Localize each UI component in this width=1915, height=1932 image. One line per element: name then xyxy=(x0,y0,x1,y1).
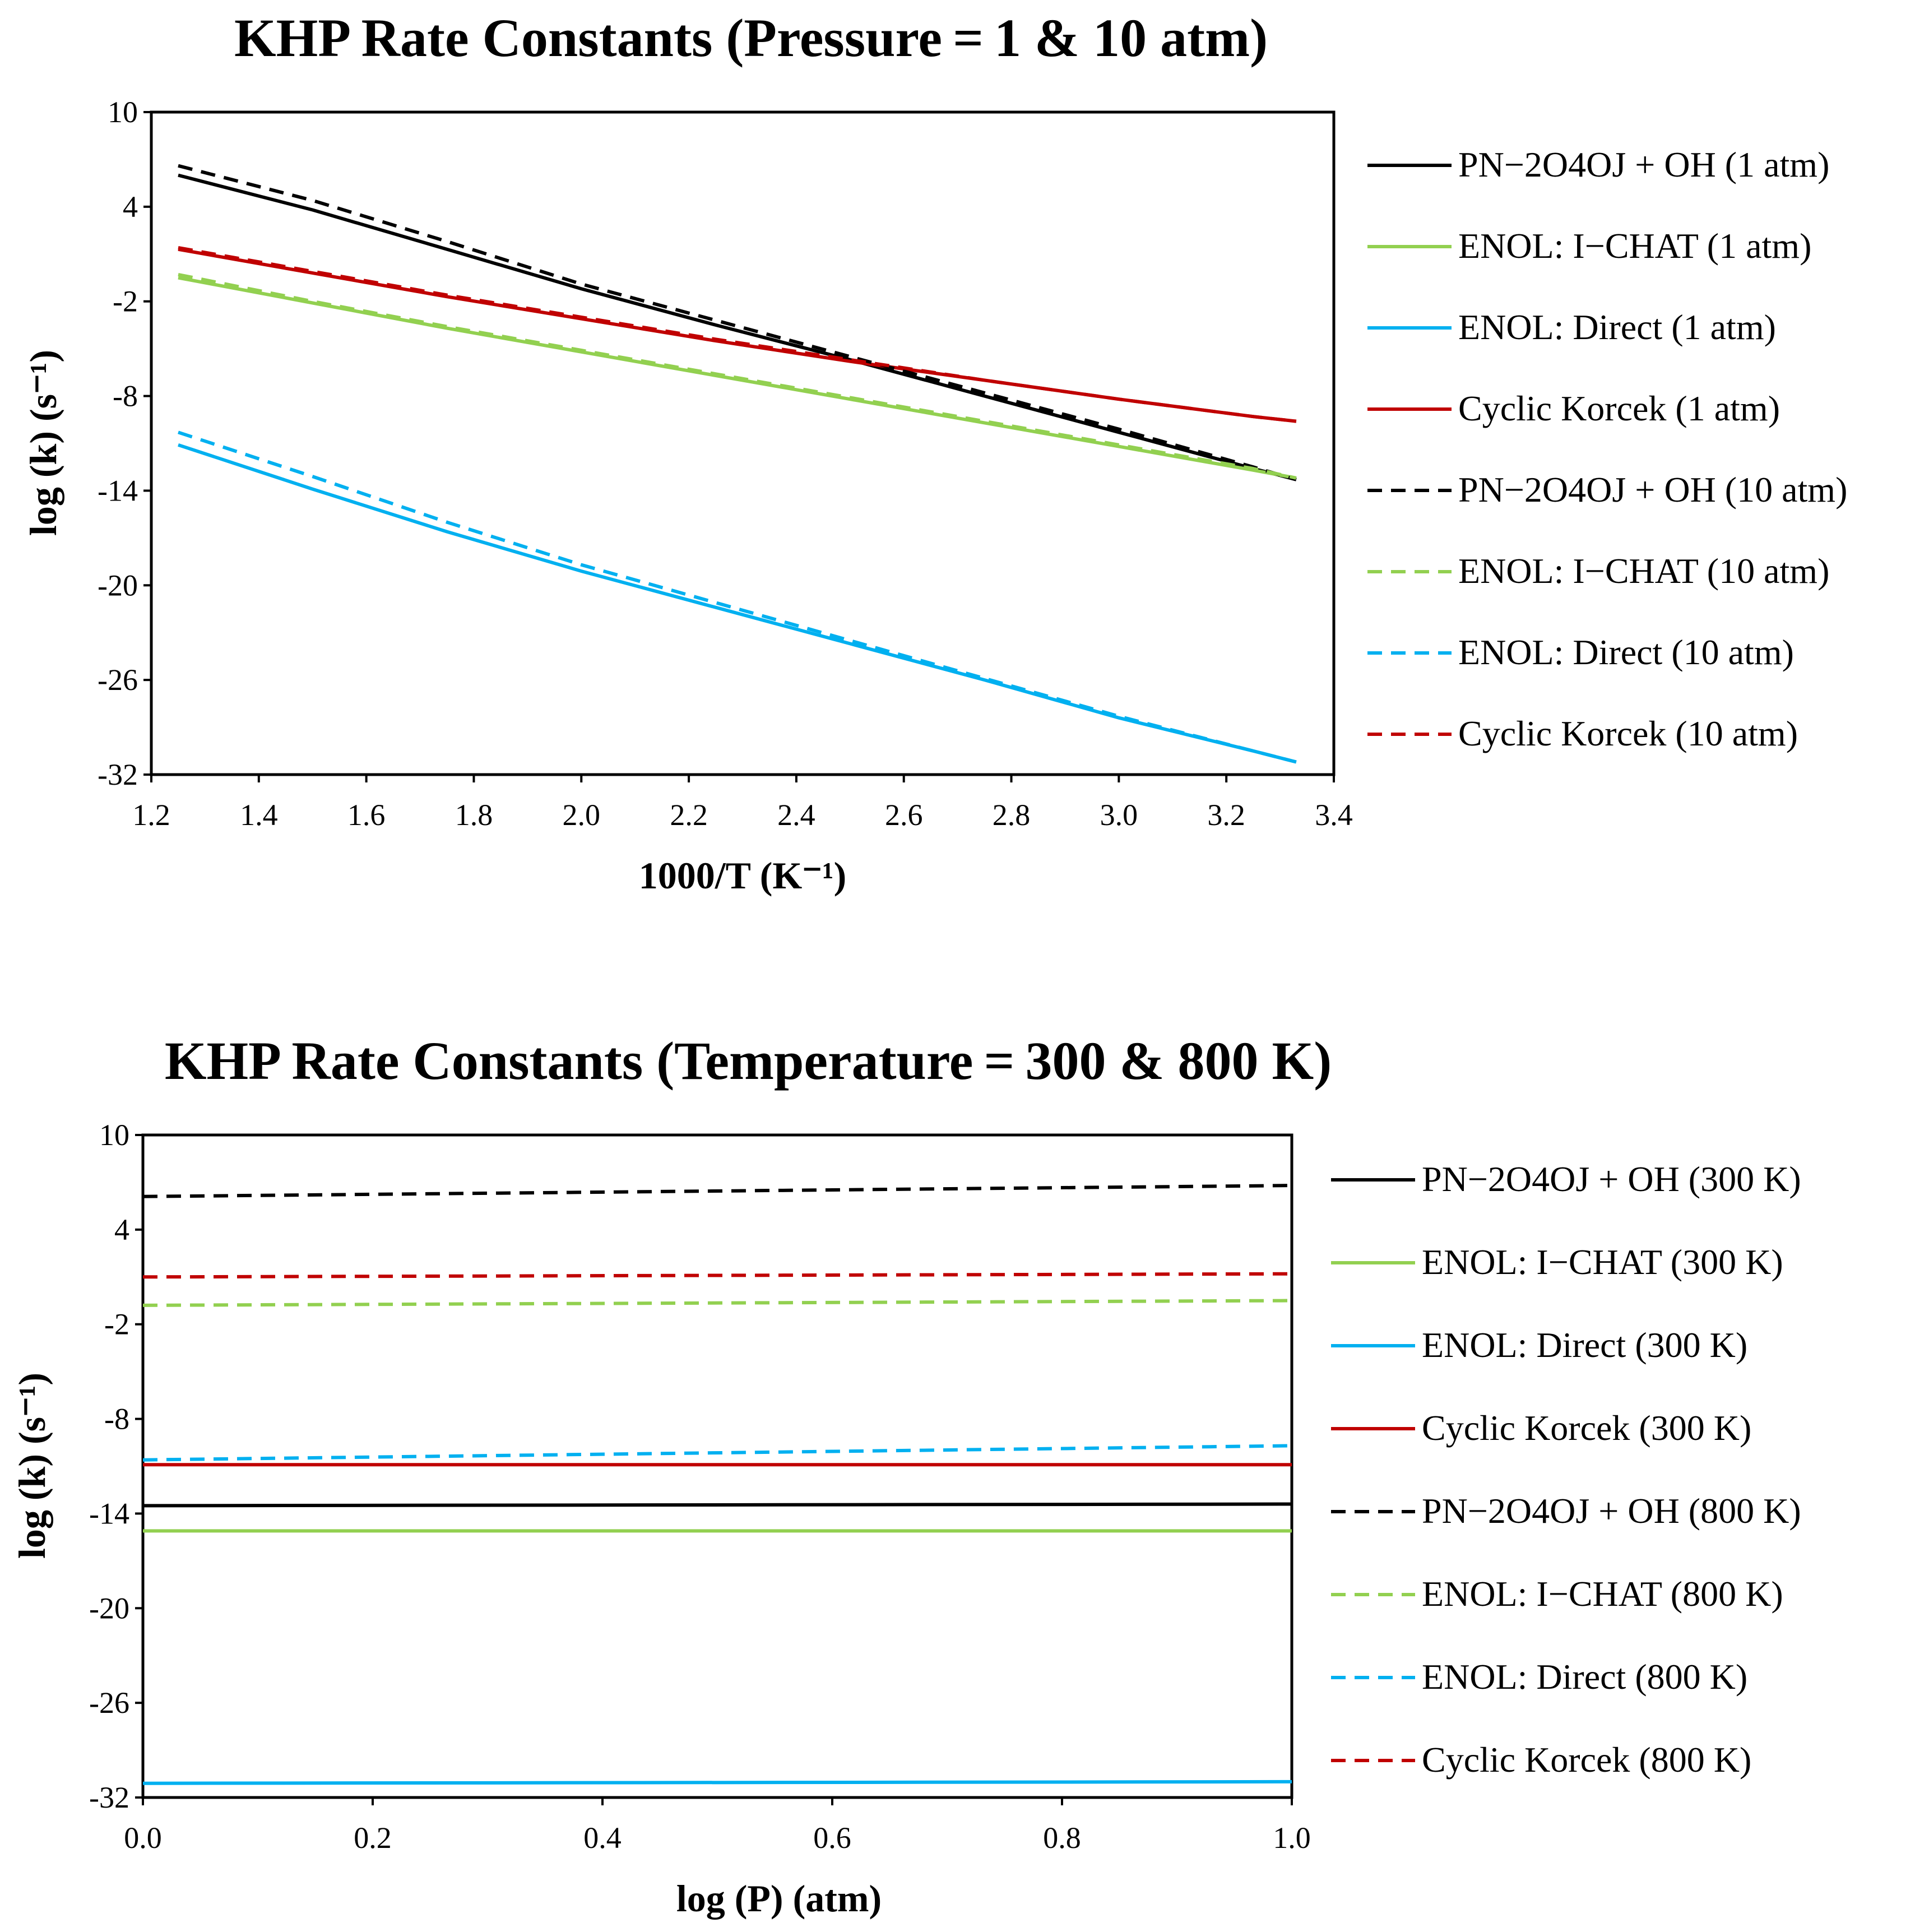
plot-area: 10 4 -2 -8 -14 -20 -26 -32 1.2 1.4 1.6 1.8 2.0 2.2 2.… xyxy=(98,95,1353,832)
x-tick-label: 0.4 xyxy=(583,1821,622,1855)
y-tick-label: -2 xyxy=(104,1308,129,1341)
chart-temperature: KHP Rate Constants (Temperature = 300 & … xyxy=(11,1031,1801,1920)
series-line-cyclic-korcek-10-atm xyxy=(178,246,1297,423)
legend-label: ENOL: Direct (800 K) xyxy=(1422,1657,1747,1697)
x-axis-ticks: 0.0 0.2 0.4 0.6 0.8 1.0 xyxy=(124,1797,1311,1855)
y-tick-label: 4 xyxy=(114,1213,129,1247)
x-tick-label: 3.0 xyxy=(1100,798,1138,832)
legend-label: ENOL: Direct (10 atm) xyxy=(1458,632,1794,672)
plot-area: 10 4 -2 -8 -14 -20 -26 -32 0.0 0.2 0.4 0.6 0.8 1.0 xyxy=(89,1118,1311,1855)
legend-label: PN−2O4OJ + OH (10 atm) xyxy=(1458,470,1847,509)
series-line-enol-direct-800-k xyxy=(142,1444,1292,1462)
x-tick-label: 1.2 xyxy=(132,798,170,832)
y-tick-label: -20 xyxy=(89,1591,129,1625)
legend-item: ENOL: Direct (10 atm) xyxy=(1367,632,1794,672)
legend-item: ENOL: I−CHAT (10 atm) xyxy=(1367,551,1829,591)
x-tick-label: 1.0 xyxy=(1273,1821,1311,1855)
x-tick-label: 3.4 xyxy=(1315,798,1353,832)
y-tick-label: -8 xyxy=(113,379,138,413)
x-tick-label: 3.2 xyxy=(1207,798,1245,832)
legend-label: ENOL: Direct (1 atm) xyxy=(1458,307,1776,347)
legend-item: ENOL: Direct (300 K) xyxy=(1331,1325,1747,1365)
series-line-cyclic-korcek-1-atm xyxy=(178,247,1297,423)
series-line-cyclic-korcek-800-k xyxy=(142,1272,1292,1279)
x-tick-label: 2.4 xyxy=(777,798,815,832)
series-group xyxy=(142,1184,1292,1785)
y-tick-label: -2 xyxy=(113,285,138,318)
chart-title: KHP Rate Constants (Temperature = 300 & … xyxy=(165,1031,1332,1091)
x-tick-label: 2.6 xyxy=(885,798,923,832)
legend-item: Cyclic Korcek (300 K) xyxy=(1331,1408,1751,1448)
legend: PN−2O4OJ + OH (300 K) ENOL: I−CHAT (300 K… xyxy=(1331,1159,1801,1780)
x-tick-label: 0.8 xyxy=(1043,1821,1081,1855)
y-tick-label: -14 xyxy=(98,474,138,507)
legend-label: Cyclic Korcek (10 atm) xyxy=(1458,714,1798,753)
x-tick-label: 2.2 xyxy=(670,798,708,832)
y-tick-label: 10 xyxy=(108,95,138,129)
legend-item: ENOL: I−CHAT (300 K) xyxy=(1331,1242,1783,1282)
series-line-enol-i-chat-800-k xyxy=(142,1299,1292,1307)
legend-item: ENOL: Direct (800 K) xyxy=(1331,1657,1747,1697)
legend-item: PN−2O4OJ + OH (10 atm) xyxy=(1367,470,1847,509)
y-axis-ticks: 10 4 -2 -8 -14 -20 -26 -32 xyxy=(89,1118,143,1814)
series-line-enol-direct-10-atm xyxy=(178,430,1297,764)
x-tick-label: 2.0 xyxy=(563,798,601,832)
legend-label: PN−2O4OJ + OH (300 K) xyxy=(1422,1159,1801,1199)
series-line-pn-2o4oj-oh-1-atm xyxy=(178,173,1297,481)
y-axis-label: log (k) (s⁻¹) xyxy=(11,1373,53,1559)
legend-label: ENOL: Direct (300 K) xyxy=(1422,1325,1747,1365)
y-tick-label: 10 xyxy=(99,1118,129,1152)
legend-label: PN−2O4OJ + OH (800 K) xyxy=(1422,1491,1801,1531)
legend-label: Cyclic Korcek (800 K) xyxy=(1422,1740,1751,1780)
plot-frame xyxy=(150,110,1336,776)
series-group xyxy=(178,164,1297,764)
y-tick-label: 4 xyxy=(123,190,138,224)
legend-item: ENOL: I−CHAT (1 atm) xyxy=(1367,226,1811,266)
legend: PN−2O4OJ + OH (1 atm) ENOL: I−CHAT (1 atm… xyxy=(1367,145,1847,753)
x-tick-label: 1.4 xyxy=(240,798,278,832)
legend-item: PN−2O4OJ + OH (800 K) xyxy=(1331,1491,1801,1531)
legend-label: PN−2O4OJ + OH (1 atm) xyxy=(1458,145,1829,184)
y-tick-label: -32 xyxy=(89,1781,129,1814)
x-axis-label: 1000/T (K⁻¹) xyxy=(639,854,846,897)
legend-label: ENOL: I−CHAT (800 K) xyxy=(1422,1574,1783,1614)
x-tick-label: 2.8 xyxy=(993,798,1031,832)
x-tick-label: 1.6 xyxy=(347,798,386,832)
x-axis-ticks: 1.2 1.4 1.6 1.8 2.0 2.2 2.4 2.6 2.8 3.0 3.2 3.4 xyxy=(132,775,1353,832)
y-tick-label: -14 xyxy=(89,1497,129,1530)
legend-item: PN−2O4OJ + OH (1 atm) xyxy=(1367,145,1829,184)
y-tick-label: -32 xyxy=(98,758,138,791)
y-tick-label: -26 xyxy=(89,1686,129,1720)
y-axis-ticks: 10 4 -2 -8 -14 -20 -26 -32 xyxy=(98,95,151,791)
x-axis-label: log (P) (atm) xyxy=(676,1877,882,1920)
legend-item: PN−2O4OJ + OH (300 K) xyxy=(1331,1159,1801,1199)
legend-item: Cyclic Korcek (800 K) xyxy=(1331,1740,1751,1780)
series-line-enol-direct-300-k xyxy=(142,1780,1292,1785)
legend-label: ENOL: I−CHAT (1 atm) xyxy=(1458,226,1811,266)
legend-item: Cyclic Korcek (1 atm) xyxy=(1367,388,1780,428)
y-tick-label: -26 xyxy=(98,663,138,697)
x-tick-label: 1.8 xyxy=(455,798,493,832)
chart-title: KHP Rate Constants (Pressure = 1 & 10 at… xyxy=(234,8,1268,68)
chart-pressure: KHP Rate Constants (Pressure = 1 & 10 at… xyxy=(22,8,1847,897)
y-tick-label: -20 xyxy=(98,568,138,602)
legend-label: Cyclic Korcek (1 atm) xyxy=(1458,388,1780,428)
legend-label: Cyclic Korcek (300 K) xyxy=(1422,1408,1751,1448)
x-tick-label: 0.2 xyxy=(354,1821,392,1855)
legend-item: Cyclic Korcek (10 atm) xyxy=(1367,714,1798,753)
legend-item: ENOL: I−CHAT (800 K) xyxy=(1331,1574,1783,1614)
x-tick-label: 0.6 xyxy=(813,1821,851,1855)
legend-item: ENOL: Direct (1 atm) xyxy=(1367,307,1776,347)
series-line-enol-i-chat-10-atm xyxy=(178,272,1297,480)
x-tick-label: 0.0 xyxy=(124,1821,162,1855)
series-line-pn-2o4oj-oh-10-atm xyxy=(178,164,1297,481)
y-tick-label: -8 xyxy=(104,1402,129,1436)
series-line-pn-2o4oj-oh-300-k xyxy=(142,1502,1292,1508)
legend-label: ENOL: I−CHAT (10 atm) xyxy=(1458,551,1829,591)
legend-label: ENOL: I−CHAT (300 K) xyxy=(1422,1242,1783,1282)
series-line-enol-direct-1-atm xyxy=(178,443,1297,764)
y-axis-label: log (k) (s⁻¹) xyxy=(22,350,64,536)
series-line-pn-2o4oj-oh-800-k xyxy=(142,1184,1292,1198)
